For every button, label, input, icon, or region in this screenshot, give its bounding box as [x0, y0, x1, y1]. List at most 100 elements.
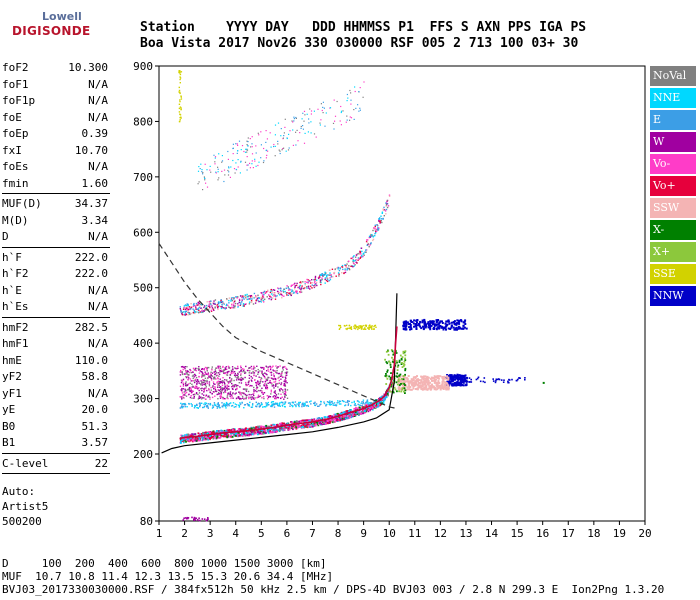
echo-point — [289, 427, 292, 429]
echo-point — [203, 373, 206, 376]
legend-e: E — [650, 110, 696, 130]
echo-point — [186, 372, 188, 374]
echo-point — [196, 308, 199, 311]
echo-point — [340, 105, 342, 108]
echo-point — [237, 303, 239, 305]
echo-point — [299, 132, 301, 134]
echo-point — [267, 289, 269, 291]
echo-point — [259, 382, 261, 385]
echo-point — [330, 275, 333, 278]
echo-point — [183, 439, 186, 442]
echo-point — [280, 383, 282, 386]
echo-point — [208, 376, 210, 378]
echo-point — [447, 320, 450, 323]
echo-point — [353, 327, 355, 329]
echo-point — [353, 413, 356, 416]
echo-point — [213, 435, 216, 437]
echo-point — [199, 311, 201, 313]
echo-point — [180, 381, 183, 384]
echo-point — [302, 424, 305, 426]
echo-point — [283, 427, 286, 429]
echo-point — [399, 378, 401, 381]
echo-point — [418, 379, 421, 382]
echo-point — [399, 380, 402, 383]
echo-point — [375, 404, 378, 407]
echo-point — [339, 324, 342, 327]
echo-point — [356, 413, 359, 415]
echo-point — [185, 376, 187, 378]
echo-point — [213, 376, 215, 379]
echo-point — [324, 277, 327, 279]
echo-point — [407, 323, 410, 326]
echo-point — [375, 230, 377, 233]
echo-point — [179, 92, 181, 95]
echo-point — [378, 220, 380, 222]
echo-point — [454, 383, 457, 386]
echo-point — [278, 149, 280, 151]
echo-point — [269, 295, 271, 298]
echo-point — [178, 111, 181, 113]
echo-point — [363, 410, 366, 412]
echo-point — [181, 439, 183, 442]
echo-point — [238, 382, 240, 384]
echo-point — [266, 430, 269, 433]
echo-point — [220, 394, 222, 396]
echo-point — [197, 183, 199, 185]
echo-point — [453, 328, 456, 331]
echo-point — [189, 378, 192, 380]
echo-point — [205, 402, 208, 404]
echo-point — [441, 383, 444, 386]
echo-point — [408, 326, 411, 329]
echo-point — [248, 303, 251, 305]
echo-point — [346, 263, 348, 265]
param-value: 51.3 — [81, 419, 109, 433]
header-values: Boa Vista 2017 Nov26 330 030000 RSF 005 … — [140, 36, 579, 51]
echo-point — [445, 325, 447, 328]
echo-point — [212, 303, 215, 305]
echo-point — [333, 128, 335, 130]
echo-point — [329, 278, 332, 281]
echo-point — [319, 274, 321, 276]
echo-point — [360, 402, 362, 404]
echo-point — [229, 393, 232, 396]
echo-point — [226, 386, 228, 389]
echo-point — [240, 161, 242, 163]
echo-point — [223, 303, 225, 305]
echo-point — [265, 291, 268, 293]
echo-point — [210, 389, 212, 391]
echo-point — [326, 278, 329, 281]
echo-point — [290, 294, 292, 297]
echo-point — [194, 369, 196, 371]
echo-point — [371, 325, 373, 327]
echo-point — [338, 403, 341, 405]
echo-point — [398, 390, 400, 393]
echo-point — [274, 145, 276, 147]
echo-point — [204, 163, 206, 165]
echo-point — [231, 378, 233, 380]
echo-point — [250, 427, 253, 430]
echo-point — [219, 301, 221, 304]
echo-point — [270, 298, 272, 301]
echo-point — [333, 99, 335, 101]
echo-point — [217, 179, 219, 181]
x-tick-label: 19 — [613, 527, 626, 540]
echo-point — [257, 368, 259, 371]
echo-point — [203, 176, 205, 178]
echo-point — [361, 411, 364, 413]
echo-point — [267, 366, 270, 368]
echo-point — [373, 400, 375, 403]
echo-point — [420, 386, 423, 389]
echo-point — [320, 283, 322, 286]
echo-point — [263, 147, 265, 150]
echo-point — [277, 397, 280, 399]
echo-point — [222, 380, 224, 382]
echo-point — [308, 118, 310, 120]
echo-point — [408, 388, 411, 391]
echo-point — [276, 402, 279, 405]
echo-point — [462, 327, 465, 330]
echo-point — [225, 407, 227, 409]
echo-point — [190, 371, 193, 374]
echo-point — [379, 403, 382, 406]
echo-point — [185, 376, 188, 379]
echo-point — [280, 393, 282, 395]
